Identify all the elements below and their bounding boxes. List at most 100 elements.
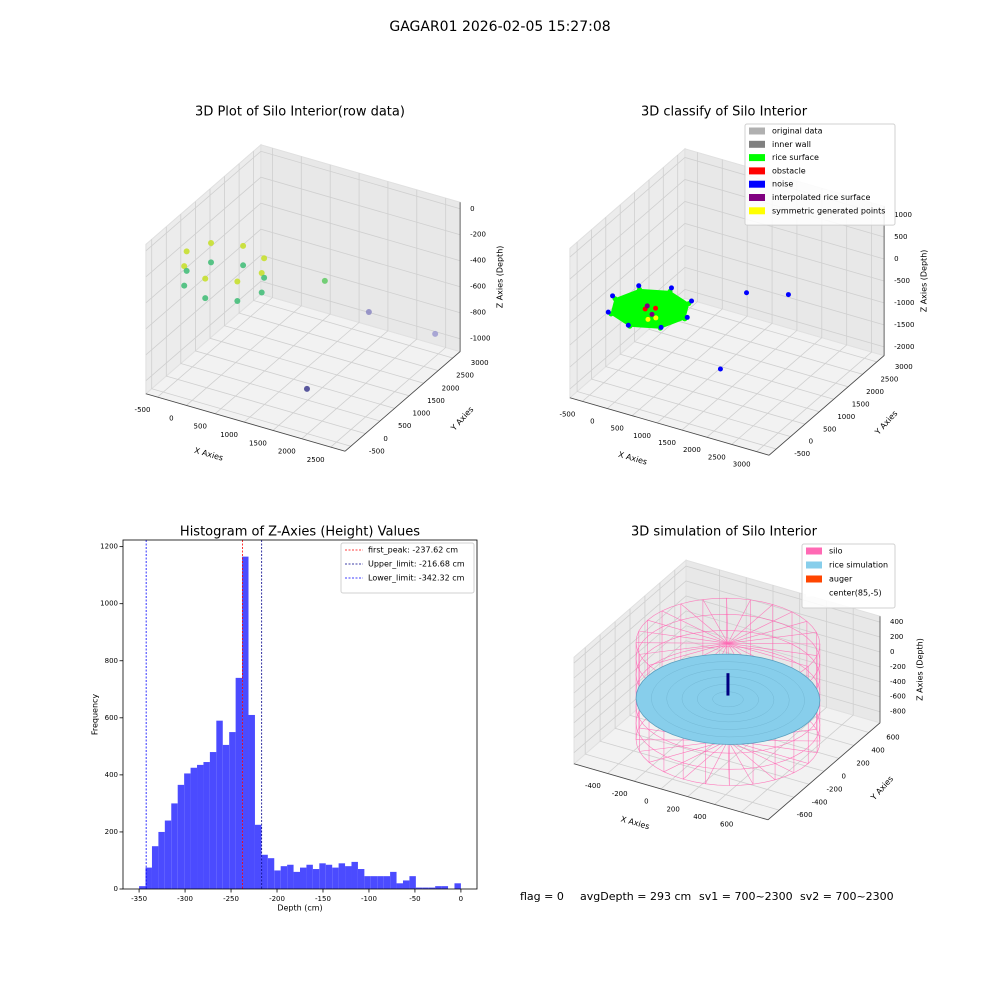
point bbox=[605, 309, 611, 315]
bar bbox=[351, 861, 358, 889]
point bbox=[645, 316, 651, 322]
y-tick-label: -500 bbox=[794, 450, 810, 458]
point bbox=[321, 277, 328, 284]
silo-roof-line bbox=[680, 603, 729, 644]
bar bbox=[312, 869, 320, 889]
y-tick-label: 0 bbox=[841, 772, 845, 780]
grid-line bbox=[145, 228, 461, 330]
bar bbox=[267, 858, 275, 889]
y-tick-label: 400 bbox=[105, 771, 118, 779]
bar bbox=[287, 864, 294, 889]
footer-sv1: sv1 = 700~2300 bbox=[699, 890, 793, 903]
bar bbox=[441, 886, 449, 889]
grid-line bbox=[619, 204, 820, 413]
silo-roof-line bbox=[727, 631, 817, 644]
grid-line bbox=[194, 201, 395, 409]
z-axis-label: Z Axies (Depth) bbox=[915, 638, 924, 701]
y-tick-label: 800 bbox=[105, 657, 118, 665]
grid-line bbox=[180, 214, 381, 422]
point bbox=[208, 239, 215, 246]
x-tick-label: 600 bbox=[720, 821, 733, 829]
z-tick-label: -1000 bbox=[470, 335, 490, 343]
silo-roof-line bbox=[647, 619, 729, 644]
point bbox=[234, 278, 241, 285]
grid-line bbox=[253, 151, 453, 359]
bar bbox=[345, 866, 352, 889]
grid-line bbox=[330, 198, 447, 448]
z-tick-label: 500 bbox=[894, 233, 907, 241]
bar bbox=[184, 773, 191, 889]
point bbox=[684, 314, 690, 320]
bar bbox=[280, 866, 288, 889]
bar bbox=[229, 732, 236, 889]
x-tick-label: -400 bbox=[585, 782, 601, 790]
y-tick-label: 500 bbox=[823, 425, 836, 433]
y-tick-label: 3000 bbox=[895, 363, 913, 371]
z-tick-label: -500 bbox=[894, 277, 910, 285]
bar bbox=[370, 876, 378, 889]
y-tick-label: 500 bbox=[398, 422, 411, 430]
point bbox=[744, 290, 750, 296]
silo-roof-line bbox=[727, 643, 820, 645]
x-tick-label: 500 bbox=[194, 423, 207, 431]
y-tick-label: 0 bbox=[114, 885, 118, 893]
z-tick-label: 0 bbox=[890, 648, 894, 656]
footer-depth: avgDepth = 293 cm bbox=[580, 890, 691, 903]
bar bbox=[383, 876, 391, 889]
y-tick-label: -600 bbox=[797, 811, 813, 819]
x-tick-label: 200 bbox=[666, 805, 679, 813]
silo-roof-line bbox=[726, 598, 729, 644]
grid-line bbox=[165, 226, 366, 434]
silo-floor-line bbox=[705, 740, 729, 784]
bar bbox=[151, 846, 159, 889]
y-tick-label: 1000 bbox=[837, 413, 855, 421]
bar bbox=[428, 887, 436, 889]
x-tick-label: 1500 bbox=[249, 439, 267, 447]
grid-line bbox=[243, 173, 360, 423]
bar bbox=[319, 863, 326, 889]
grid-line bbox=[209, 188, 410, 397]
x-tick-label: -100 bbox=[361, 895, 377, 903]
grid-line bbox=[569, 288, 885, 390]
bar bbox=[203, 762, 210, 889]
grid-line bbox=[272, 181, 389, 431]
legend-swatch bbox=[806, 547, 822, 555]
x-tick-label: -350 bbox=[131, 895, 147, 903]
y-tick-label: 400 bbox=[871, 747, 884, 755]
silo-roof-line bbox=[638, 630, 729, 644]
point bbox=[183, 267, 190, 274]
x-tick-label: -300 bbox=[177, 895, 193, 903]
chart-title: 3D classify of Silo Interior bbox=[641, 105, 808, 120]
chart-title: 3D simulation of Silo Interior bbox=[631, 525, 818, 540]
silo-roof-line bbox=[727, 599, 751, 644]
y-axis-line bbox=[768, 355, 885, 456]
point bbox=[240, 242, 247, 249]
z-tick-label: -800 bbox=[890, 708, 906, 716]
bar bbox=[396, 883, 403, 889]
rice-surface bbox=[635, 653, 821, 745]
legend-label: silo bbox=[829, 547, 843, 556]
silo-roof-line bbox=[702, 599, 729, 644]
silo-floor-line bbox=[727, 740, 795, 774]
grid-line bbox=[238, 163, 439, 371]
x-tick-label: 3000 bbox=[733, 461, 751, 469]
x-tick-label: -50 bbox=[409, 895, 420, 903]
bar bbox=[306, 864, 313, 889]
grid-line bbox=[648, 179, 849, 388]
point bbox=[717, 366, 723, 372]
point bbox=[365, 309, 372, 316]
footer-sv2: sv2 = 700~2300 bbox=[800, 890, 894, 903]
bar bbox=[422, 887, 429, 889]
grid-line bbox=[145, 176, 461, 278]
z-tick-label: -400 bbox=[470, 257, 486, 265]
point bbox=[258, 270, 265, 277]
x-tick-label: 1000 bbox=[633, 432, 651, 440]
x-tick-label: 2500 bbox=[708, 453, 726, 461]
bar bbox=[261, 854, 268, 889]
grid-line bbox=[157, 148, 273, 398]
y-axis-line bbox=[767, 722, 881, 821]
legend-label: symmetric generated points bbox=[772, 206, 885, 215]
silo-floor-line bbox=[727, 740, 730, 786]
x-tick-label: -200 bbox=[612, 790, 628, 798]
bar bbox=[325, 864, 333, 889]
